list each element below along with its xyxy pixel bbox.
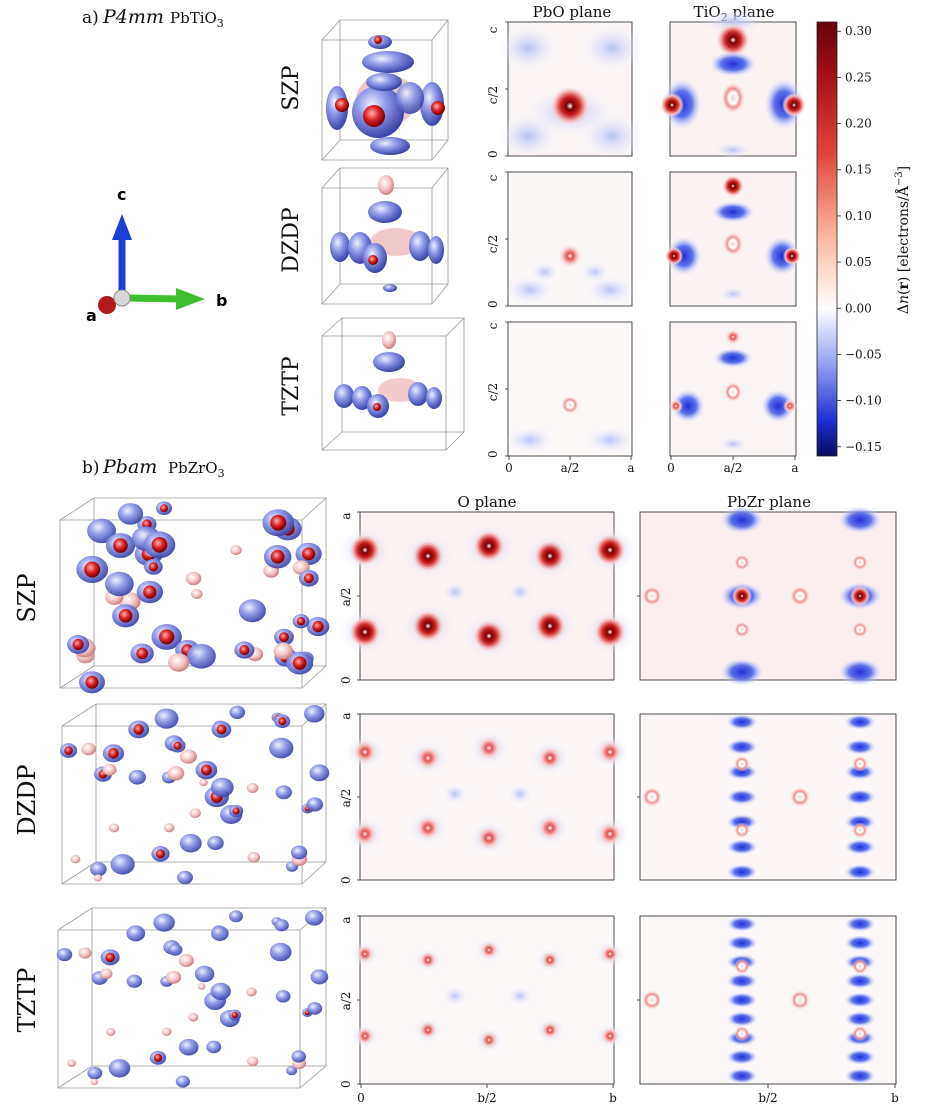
ytick-a-r3-0: 0: [486, 450, 500, 458]
ytick-b-r1-end: a: [339, 512, 353, 519]
colorbar-tick-label: −0.10: [845, 394, 882, 408]
ytick-a-r1-mid: c/2: [486, 86, 500, 104]
xtick-a-tio2-mid: a/2: [724, 461, 743, 475]
map-a-szp-pbo: [498, 21, 642, 158]
ytick-b-r3-0: 0: [339, 1080, 353, 1088]
map-a-dzdp-pbo: [506, 171, 634, 307]
ytick-a-r2-end: c: [486, 174, 500, 181]
xtick-b-pbzr-end: b: [891, 1091, 899, 1105]
colorbar-tick-label: −0.05: [845, 347, 882, 361]
iso-box-tztp-b: [56, 907, 329, 1089]
ytick-a-r3-mid: c/2: [486, 383, 500, 401]
panel-b-space-group: Pbam: [102, 456, 157, 478]
map-a-dzdp-tio2: [665, 171, 801, 307]
map-b-tztp-o: [350, 915, 625, 1085]
colorbar-tick-label: −0.15: [845, 440, 882, 454]
xtick-b-pbzr-mid: b/2: [758, 1091, 777, 1105]
map-b-szp-pbzr: [639, 506, 897, 686]
row-label-tztp-b: TZTP: [13, 968, 41, 1033]
colorbar-tick-label: 0.30: [845, 24, 872, 38]
map-a-tztp-pbo: [506, 321, 634, 457]
panel-b-compound: PbZrO3: [168, 459, 225, 480]
axis-c-label: c: [117, 185, 126, 204]
ytick-a-r2-mid: c/2: [486, 235, 500, 253]
panel-a-header: a) P4mm PbTiO3: [82, 6, 224, 30]
ytick-b-r2-end: a: [339, 712, 353, 719]
colorbar-tick-label: 0.05: [845, 255, 872, 269]
plane-title-pbzr: PbZr plane: [727, 493, 811, 511]
iso-cube-tztp-a: [321, 317, 465, 451]
colorbar-tick-label: 0.25: [845, 70, 872, 84]
row-label-dzdp-a: DZDP: [279, 207, 304, 273]
colorbar-tick-label: 0.20: [845, 117, 872, 131]
colorbar-tick-label: 0.10: [845, 209, 872, 223]
map-b-szp-o: [339, 511, 636, 681]
xtick-b-o-end: b: [609, 1091, 617, 1105]
map-b-dzdp-o: [345, 713, 630, 881]
b-arrow-icon: [176, 288, 205, 310]
panel-a-label: a): [82, 8, 99, 28]
xtick-a-pbo-0: 0: [505, 461, 513, 475]
panel-b-row-labels: SZP DZDP TZTP: [13, 573, 41, 1032]
plane-title-pbo: PbO plane: [533, 3, 612, 21]
ytick-b-r2-mid: a/2: [339, 789, 353, 808]
xtick-a-tio2-end: a: [791, 461, 798, 475]
c-arrow-icon: [112, 214, 132, 240]
axes-icon: c a b: [86, 185, 227, 325]
ytick-a-r2-0: 0: [486, 300, 500, 308]
ytick-b-r3-mid: a/2: [339, 992, 353, 1011]
ytick-a-r1-end: c: [486, 26, 500, 33]
colorbar-label: Δn(r) [electrons/Å−3]: [894, 166, 912, 314]
axis-b-label: b: [216, 291, 227, 310]
ytick-a-r3-end: c: [486, 322, 500, 329]
map-b-dzdp-pbzr: [639, 713, 897, 881]
xtick-a-tio2-0: 0: [667, 461, 675, 475]
panel-b-header: b) Pbam PbZrO3: [82, 456, 225, 480]
iso-cube-szp-a: [321, 19, 449, 161]
panel-b-ticks: 0 a/2 a 0 a/2 a 0 a/2 a 0 b/2 b b/2 b: [339, 511, 899, 1105]
colorbar-ticks: 0.30 0.25 0.20 0.15 0.10 0.05 0.00 −0.05 −0.10 −0…: [837, 24, 882, 454]
axis-a-label: a: [86, 306, 97, 325]
row-label-szp-b: SZP: [13, 573, 41, 622]
colorbar-tick-label: 0.15: [845, 163, 872, 177]
xtick-a-pbo-end: a: [627, 461, 634, 475]
row-label-tztp-a: TZTP: [279, 356, 304, 416]
map-a-tztp-tio2: [669, 321, 797, 457]
panel-b-label: b): [82, 458, 100, 478]
panel-a-compound: PbTiO3: [170, 9, 224, 30]
xtick-b-o-0: 0: [357, 1091, 365, 1105]
a-arrow-icon: [98, 296, 116, 314]
ytick-b-r1-0: 0: [339, 676, 353, 684]
map-a-szp-tio2: [660, 10, 806, 158]
panel-a-row-labels: SZP DZDP TZTP: [279, 65, 304, 415]
map-b-tztp-pbzr: [639, 915, 897, 1085]
row-label-szp-a: SZP: [279, 65, 304, 110]
ytick-b-r2-0: 0: [339, 876, 353, 884]
xtick-a-pbo-mid: a/2: [561, 461, 580, 475]
xtick-b-o-mid: b/2: [477, 1091, 496, 1105]
row-label-dzdp-b: DZDP: [13, 764, 41, 835]
colorbar-gradient: [816, 21, 838, 457]
panel-a-ticks: 0 c/2 c 0 c/2 c 0 c/2 c 0 a/2 a 0 a/2 a: [486, 21, 799, 475]
colorbar-tick-label: 0.00: [845, 301, 872, 315]
ytick-a-r1-0: 0: [486, 150, 500, 158]
ytick-b-r3-end: a: [339, 916, 353, 923]
iso-box-dzdp-b: [59, 703, 330, 885]
iso-cube-dzdp-a: [321, 167, 449, 305]
panel-a-space-group: P4mm: [102, 6, 164, 28]
plane-title-o: O plane: [458, 493, 517, 511]
iso-box-szp-b: [59, 497, 330, 694]
colorbar: 0.30 0.25 0.20 0.15 0.10 0.05 0.00 −0.05 −0.10 −0…: [816, 21, 912, 457]
ytick-b-r1-mid: a/2: [339, 588, 353, 607]
